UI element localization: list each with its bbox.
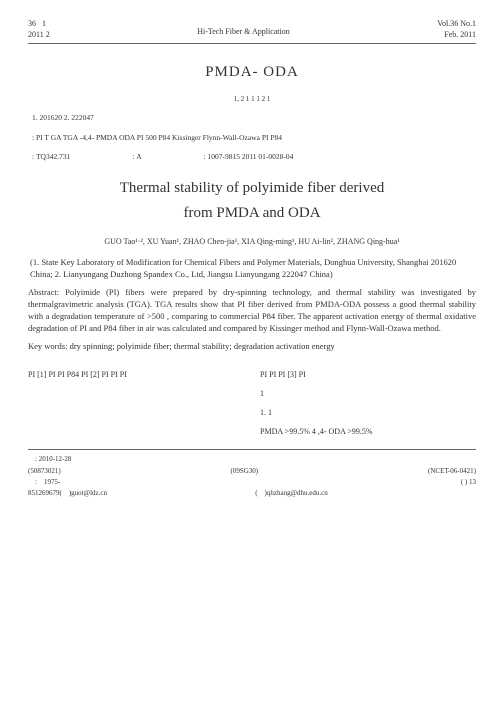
footer-row-1: : 2010-12-28 xyxy=(28,454,476,465)
title-english-1: Thermal stability of polyimide fiber der… xyxy=(28,178,476,199)
corr-email: ( )qhzhang@dhu.edu.cn xyxy=(255,488,328,499)
section-1: 1 xyxy=(260,386,476,401)
footer-row-3: : 1975- ( ) 13 xyxy=(28,477,476,488)
clc-label: : TQ342.731 xyxy=(32,152,100,163)
title-chinese: PMDA- ODA xyxy=(28,62,476,83)
footer-row-4: 851269679( )guot@ldz.cn ( )qhzhang@dhu.e… xyxy=(28,488,476,499)
footer-row-2: (50873021) (09SG30) (NCET-06-0421) xyxy=(28,466,476,477)
vol-en-1: Vol.36 No.1 xyxy=(437,18,476,29)
clc-value: TQ342.731 xyxy=(36,152,70,163)
footer-rule xyxy=(28,449,476,450)
vol-en-2: Feb. 2011 xyxy=(437,29,476,40)
vol-cn-1: 36 xyxy=(28,19,36,28)
column-left: PI [1] PI PI xyxy=(28,367,244,440)
header-right: Vol.36 No.1 Feb. 2011 xyxy=(437,18,476,40)
fund-1: (50873021) xyxy=(28,466,61,477)
recv-date: : 2010-12-28 xyxy=(28,454,71,465)
keywords-text: dry spinning; polyimide fiber; thermal s… xyxy=(67,341,334,351)
fund-3: (NCET-06-0421) xyxy=(428,466,476,477)
article-id-value: 1007-9815 2011 01-0028-04 xyxy=(207,152,293,163)
authors-chinese: 1, 2 1 1 1 2 1 xyxy=(28,95,476,105)
vol-cn-2: 2011 2 xyxy=(28,29,50,40)
doc-code-label: : A xyxy=(132,152,171,163)
bio: : 1975- xyxy=(28,477,60,488)
title-english-2: from PMDA and ODA xyxy=(28,203,476,224)
bio-tail: ( ) 13 xyxy=(461,477,476,488)
affiliation-english: (1. State Key Laboratory of Modification… xyxy=(28,257,476,281)
col-right-p1: PI PI PI [3] PI xyxy=(260,367,476,382)
footer: : 2010-12-28 (50873021) (09SG30) (NCET-0… xyxy=(28,454,476,499)
vol-cn-num: 1 xyxy=(42,19,46,28)
abstract-chinese: : PI T GA TGA -4,4- PMDA ODA PI 500 xyxy=(28,132,476,144)
abstract-text: Polyimide (PI) fibers were prepared by d… xyxy=(28,287,476,333)
col-left-text: PI [1] PI PI xyxy=(28,367,244,382)
article-id-label: : 1007-9815 2011 01-0028-04 xyxy=(203,152,323,163)
header-left: 36 1 2011 2 xyxy=(28,18,50,40)
abstract-label: Abstract: xyxy=(28,287,59,297)
page-header: 36 1 2011 2 Hi-Tech Fiber & Application … xyxy=(28,18,476,40)
journal-name: Hi-Tech Fiber & Application xyxy=(50,18,438,40)
keywords-label: Key words: xyxy=(28,341,67,351)
column-right: PI PI PI [3] PI 1 1. 1 xyxy=(260,367,476,440)
section-1-1: 1. 1 xyxy=(260,405,476,420)
abstract-english: Abstract: Polyimide (PI) fibers were pre… xyxy=(28,287,476,335)
fund-2: (09SG30) xyxy=(231,466,259,477)
keywords-english: Key words: dry spinning; polyimide fiber… xyxy=(28,341,476,353)
doc-code-value: A xyxy=(136,152,141,163)
header-rule xyxy=(28,43,476,44)
classification-line: : TQ342.731 : A : 1007-9815 2011 01-0028… xyxy=(28,152,476,163)
authors-english: GUO Tao¹·², XU Yuan¹, ZHAO Chen-jia¹, XI… xyxy=(28,236,476,247)
affiliation-chinese: 1. 201620 2. 222047 xyxy=(28,113,476,124)
phone-email: 851269679( )guot@ldz.cn xyxy=(28,488,107,499)
body-columns: PI [1] PI PI xyxy=(28,367,476,440)
col-right-p2: PMDA >99.5% 4 ,4- ODA >99.5% xyxy=(260,424,476,439)
